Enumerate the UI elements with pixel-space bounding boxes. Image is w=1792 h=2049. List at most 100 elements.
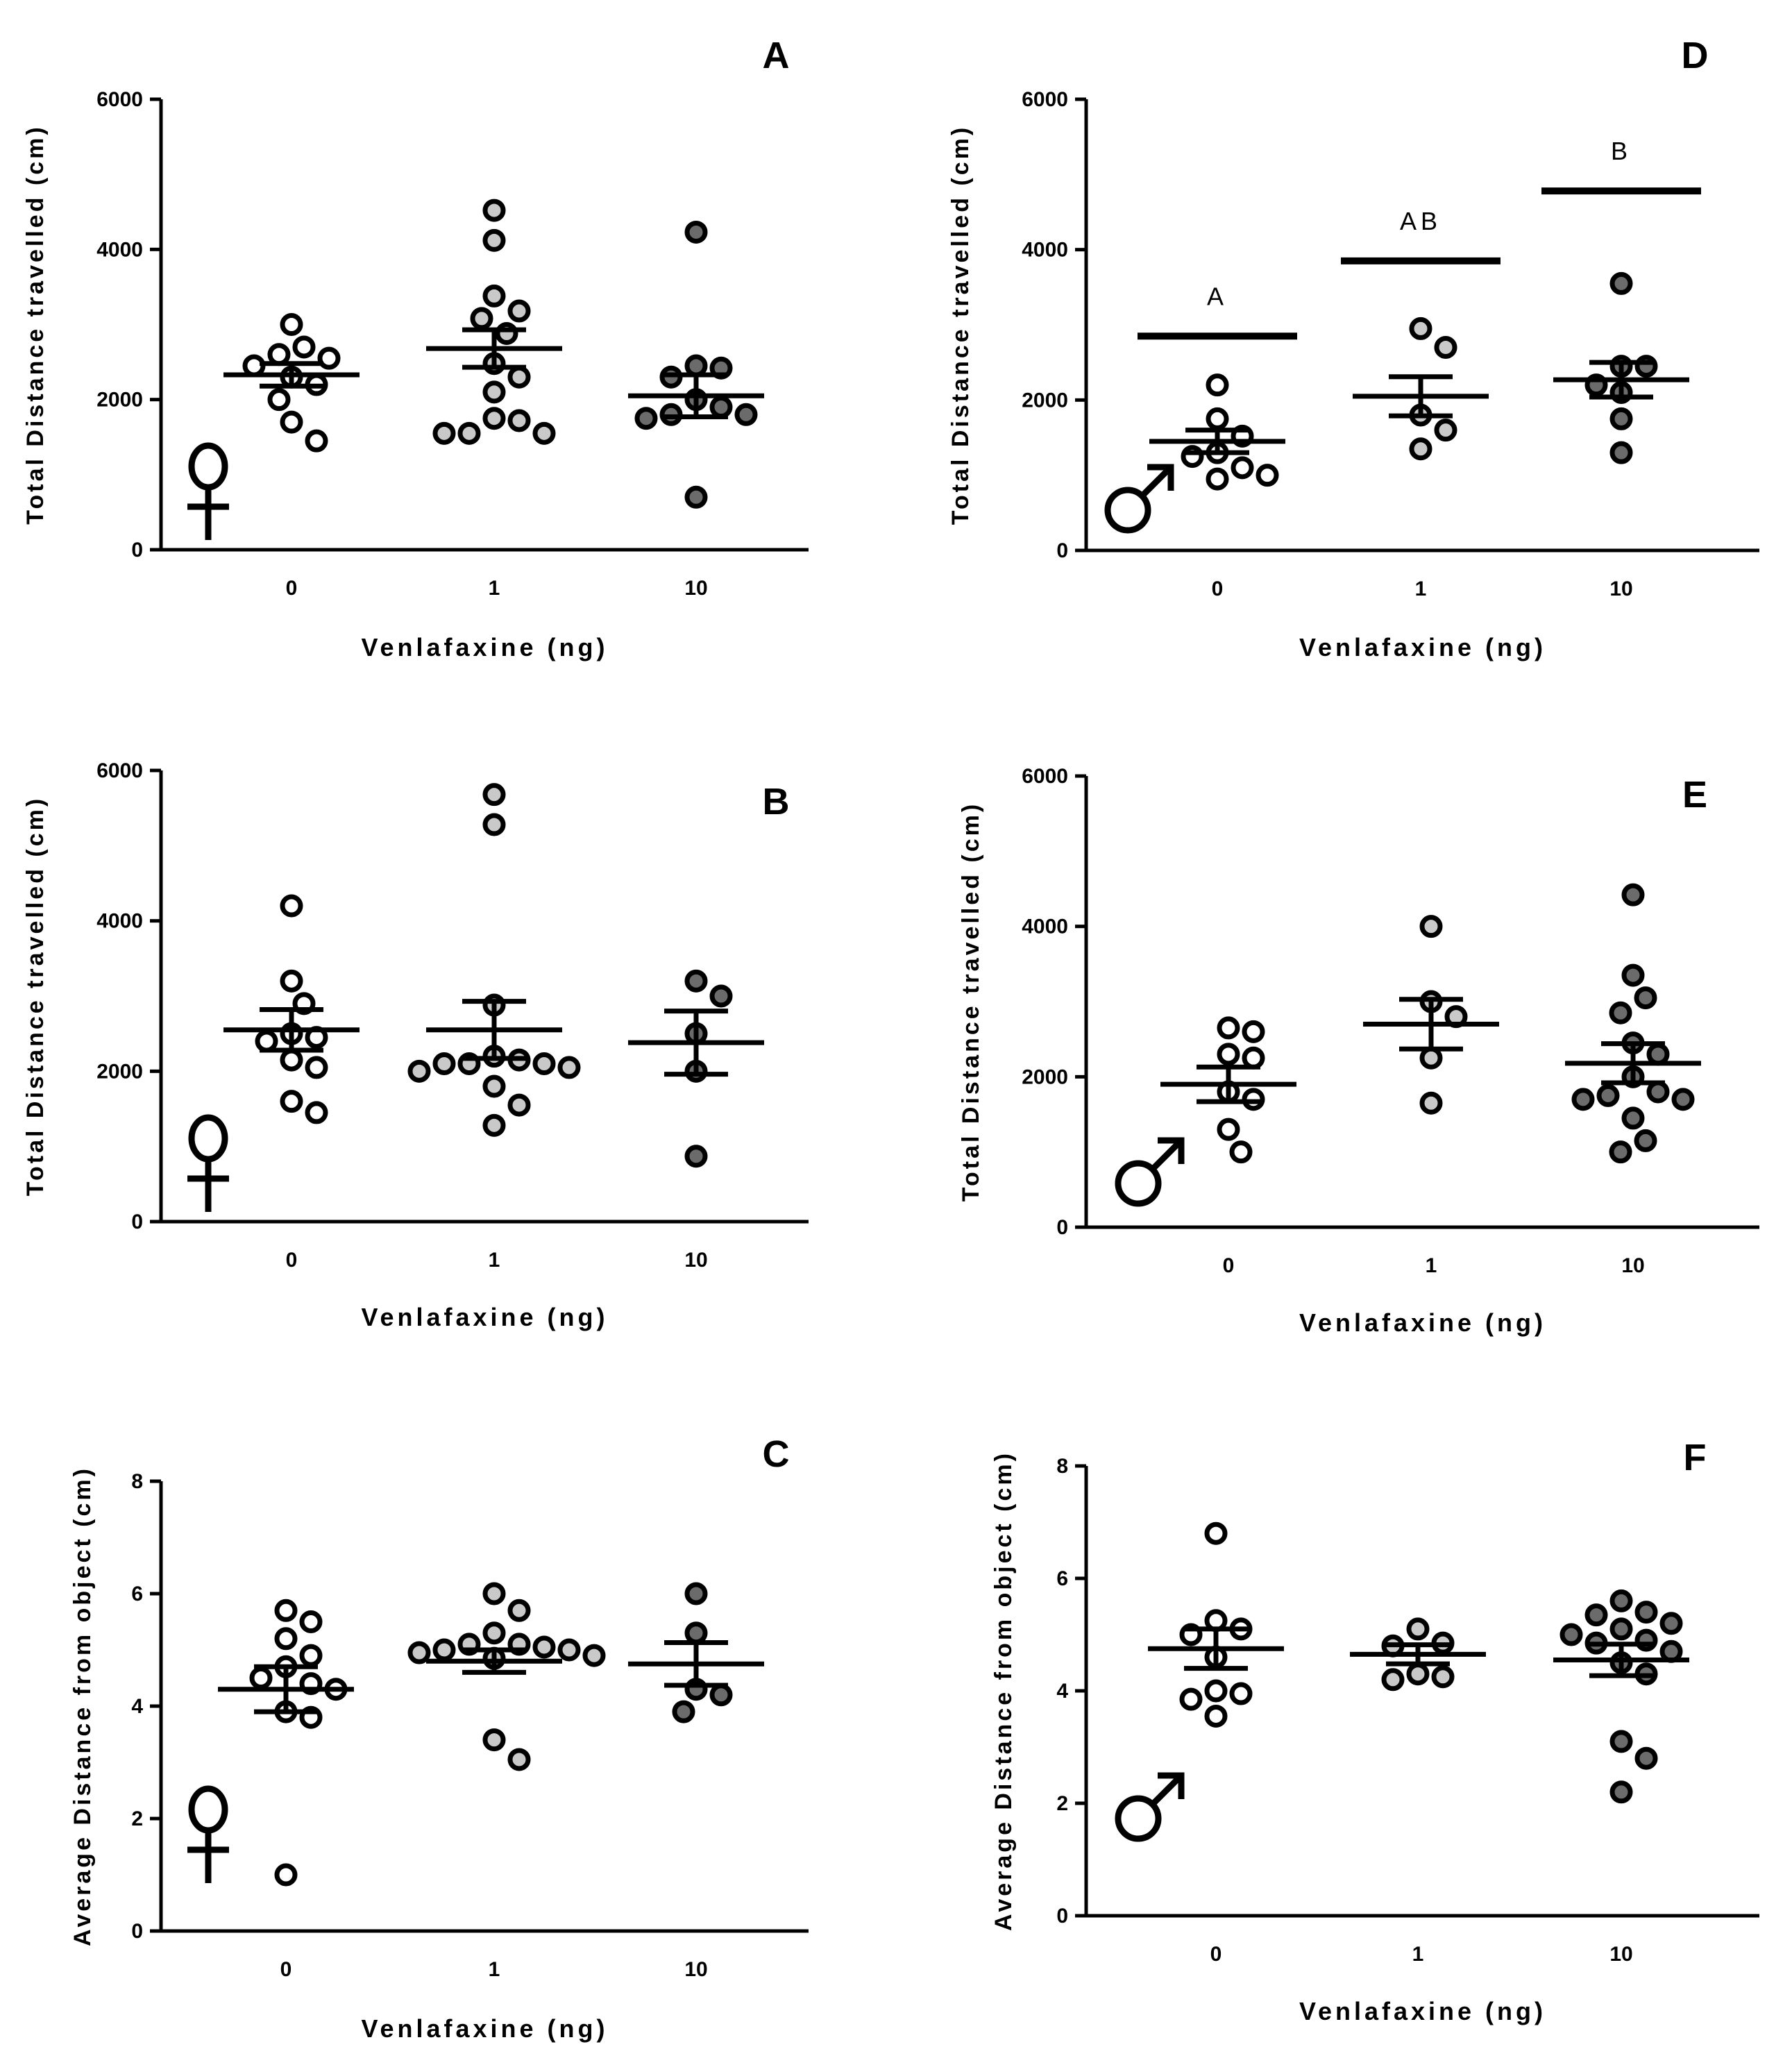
data-point	[532, 421, 556, 445]
data-point	[274, 1863, 298, 1887]
data-point	[482, 380, 506, 404]
y-tick-label: 2	[131, 1807, 143, 1830]
data-point	[457, 421, 481, 445]
y-tick-label: 8	[1056, 1455, 1068, 1478]
data-point	[482, 1113, 506, 1137]
y-axis-label: Average Distance from object (cm)	[990, 1451, 1017, 1931]
y-tick-label: 6000	[1022, 88, 1068, 111]
data-point	[1621, 883, 1645, 907]
data-point	[267, 388, 291, 412]
data-point	[280, 1048, 303, 1072]
x-tick-label: 10	[1609, 577, 1632, 600]
y-tick-label: 4000	[96, 238, 143, 261]
data-point	[507, 1599, 531, 1622]
data-point	[1217, 1016, 1240, 1040]
data-point	[482, 199, 506, 222]
y-axis-label: Total Distance travelled (cm)	[947, 125, 974, 525]
data-point	[299, 1610, 323, 1633]
data-point	[1204, 1679, 1228, 1703]
data-point	[407, 1059, 431, 1083]
x-tick-label: 1	[489, 577, 500, 600]
y-axis-label: Total Distance travelled (cm)	[958, 802, 984, 1201]
data-point	[1609, 1617, 1633, 1641]
data-point	[495, 321, 518, 345]
x-tick-label: 10	[684, 1249, 707, 1272]
y-tick-label: 6000	[1022, 765, 1068, 788]
data-point	[299, 1644, 323, 1667]
x-axis-label: Venlafaxine (ng)	[1299, 633, 1546, 661]
x-axis-label: Venlafaxine (ng)	[361, 1303, 608, 1331]
significance-letter: A	[1207, 282, 1228, 310]
panel-label: D	[1682, 35, 1709, 76]
data-point	[1206, 407, 1229, 430]
y-axis-label: Total Distance travelled (cm)	[22, 796, 49, 1196]
data-point	[1406, 1662, 1430, 1686]
x-tick-label: 1	[1415, 577, 1427, 600]
x-tick-label: 0	[1212, 577, 1224, 600]
male-symbol-icon	[1115, 1137, 1185, 1207]
y-tick-label: 4000	[96, 910, 143, 933]
data-point	[507, 1093, 531, 1117]
x-tick-label: 0	[280, 1958, 292, 1981]
male-symbol-icon	[1104, 464, 1174, 534]
y-tick-label: 0	[131, 1920, 143, 1943]
y-tick-label: 2000	[1022, 1065, 1068, 1088]
data-point	[1181, 445, 1204, 469]
data-point	[482, 1728, 506, 1752]
x-tick-label: 10	[684, 577, 707, 600]
data-point	[1229, 1682, 1253, 1705]
y-tick-label: 2000	[96, 389, 143, 412]
data-point	[684, 485, 708, 509]
data-point	[255, 1029, 278, 1053]
data-point	[1634, 1601, 1658, 1624]
data-point	[1406, 1617, 1430, 1641]
x-tick-label: 0	[1210, 1943, 1222, 1966]
x-axis-label: Venlafaxine (ng)	[361, 633, 608, 661]
data-point	[582, 1644, 606, 1667]
data-point	[470, 307, 493, 330]
data-point	[1609, 271, 1633, 295]
data-point	[1204, 1521, 1228, 1545]
data-point	[1419, 1046, 1443, 1070]
panel-c: 0 2 4 6 8 0 1 10 Venlafaxine (ng) Average Distanc…	[69, 1433, 809, 2043]
data-point	[1434, 336, 1457, 359]
data-point	[532, 1635, 556, 1659]
panel-b: 0 2000 4000 6000 0 1 10 Venlafaxine (ng) Total D…	[22, 759, 809, 1331]
data-point	[1206, 373, 1229, 397]
data-point	[532, 1052, 556, 1075]
data-point	[557, 1056, 581, 1079]
y-tick-label: 0	[131, 539, 143, 562]
data-point	[280, 894, 303, 918]
data-point	[1419, 915, 1443, 938]
x-tick-label: 0	[286, 577, 298, 600]
female-symbol-icon	[187, 442, 229, 540]
data-point	[317, 346, 341, 370]
data-point	[274, 1599, 298, 1622]
x-tick-label: 1	[489, 1958, 500, 1981]
data-point	[734, 403, 758, 426]
x-tick-label: 1	[1412, 1943, 1424, 1966]
data-point	[1646, 1080, 1670, 1104]
y-tick-label: 0	[1056, 539, 1068, 562]
panel-label: E	[1682, 774, 1707, 816]
data-point	[292, 335, 316, 359]
significance-letter: AB	[1400, 207, 1442, 235]
data-point	[1419, 1091, 1443, 1115]
data-point	[1596, 1083, 1620, 1107]
data-point	[709, 395, 733, 419]
data-point	[1409, 317, 1432, 340]
y-tick-label: 0	[131, 1211, 143, 1233]
data-point	[1634, 1129, 1657, 1152]
data-point	[1609, 1780, 1633, 1804]
data-point	[1571, 1088, 1595, 1111]
x-tick-label: 0	[286, 1249, 298, 1272]
data-point	[1179, 1687, 1203, 1711]
y-tick-label: 2000	[1022, 389, 1068, 412]
x-tick-label: 1	[1426, 1254, 1437, 1277]
y-tick-label: 2000	[96, 1060, 143, 1083]
data-point	[482, 1582, 506, 1605]
data-point	[507, 409, 531, 432]
data-point	[1409, 437, 1432, 461]
data-point	[482, 1074, 506, 1098]
